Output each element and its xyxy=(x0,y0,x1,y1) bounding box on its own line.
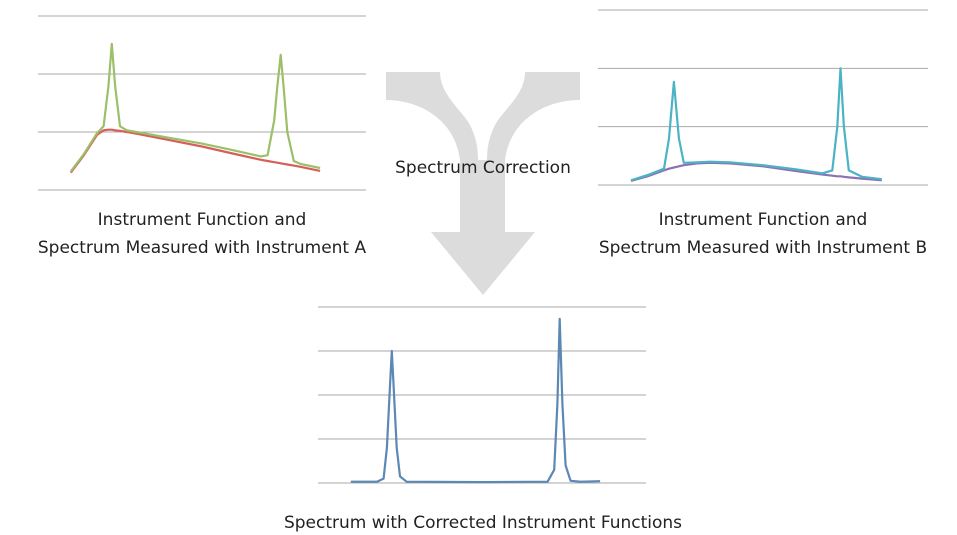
chart-caption: Spectrum Measured with Instrument B xyxy=(599,238,927,258)
spectrum-line xyxy=(69,128,321,174)
correction-arrow xyxy=(386,72,580,295)
spectrum-line xyxy=(69,42,321,173)
chart-caption: Instrument Function and xyxy=(98,210,307,230)
chart-caption: Spectrum Measured with Instrument A xyxy=(38,238,367,258)
spectrum-line xyxy=(630,67,882,182)
spectrum-line xyxy=(350,317,601,484)
chart-caption: Spectrum with Corrected Instrument Funct… xyxy=(284,513,682,533)
chart-caption: Instrument Function and xyxy=(659,210,868,230)
annotation: Spectrum Correction xyxy=(395,158,571,178)
